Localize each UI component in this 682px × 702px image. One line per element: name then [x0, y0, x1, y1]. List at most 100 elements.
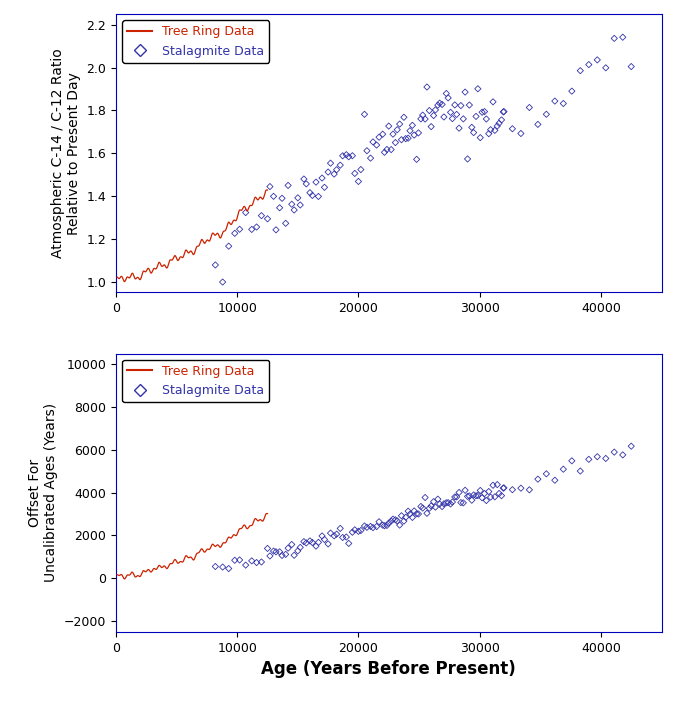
Point	[432, 494, 443, 505]
Point	[265, 550, 276, 562]
X-axis label: Age (Years Before Present): Age (Years Before Present)	[261, 660, 516, 678]
Point	[359, 109, 370, 120]
Point	[368, 522, 379, 534]
Point	[419, 114, 430, 125]
Point	[274, 546, 285, 557]
Point	[566, 455, 577, 466]
Point	[402, 505, 413, 517]
Point	[310, 541, 321, 552]
Point	[533, 119, 544, 130]
Point	[288, 550, 299, 561]
Point	[460, 86, 471, 98]
Point	[430, 105, 441, 116]
Point	[498, 482, 509, 494]
Point	[325, 527, 336, 538]
Point	[383, 121, 394, 132]
Point	[404, 508, 415, 519]
Point	[331, 529, 342, 540]
Point	[256, 557, 267, 568]
Point	[391, 515, 402, 526]
Point	[436, 501, 447, 512]
Point	[558, 98, 569, 109]
Point	[426, 121, 436, 132]
Point	[473, 83, 484, 94]
Point	[600, 62, 611, 74]
Point	[277, 550, 288, 561]
Point	[464, 100, 475, 111]
Point	[391, 124, 402, 135]
Point	[409, 129, 419, 140]
Point	[299, 536, 310, 548]
Legend: Tree Ring Data, Stalagmite Data: Tree Ring Data, Stalagmite Data	[122, 360, 269, 402]
Point	[355, 164, 366, 176]
Point	[471, 490, 481, 501]
Point	[210, 259, 221, 270]
Point	[407, 120, 418, 131]
Point	[460, 484, 471, 496]
Point	[541, 109, 552, 120]
Point	[313, 537, 324, 548]
Point	[516, 482, 527, 494]
Point	[436, 99, 447, 110]
Point	[229, 227, 240, 239]
Point	[394, 119, 405, 130]
Point	[458, 113, 469, 124]
Point	[365, 521, 376, 532]
Point	[550, 475, 561, 486]
Point	[353, 526, 364, 537]
Point	[387, 514, 398, 525]
Point	[286, 539, 297, 550]
Point	[223, 563, 234, 574]
Point	[454, 123, 464, 134]
Point	[456, 497, 466, 508]
Point	[443, 497, 454, 508]
Point	[310, 176, 321, 187]
Point	[210, 561, 221, 572]
Point	[421, 508, 432, 519]
Point	[417, 503, 428, 514]
Point	[404, 125, 415, 136]
Point	[449, 491, 460, 503]
Point	[400, 133, 411, 144]
Point	[424, 105, 435, 116]
Point	[365, 152, 376, 164]
Point	[498, 106, 509, 117]
Point	[490, 125, 501, 136]
Point	[361, 522, 372, 533]
Point	[492, 121, 503, 132]
Point	[307, 537, 318, 548]
Point	[301, 178, 312, 190]
Point	[374, 131, 385, 143]
Point	[575, 465, 586, 477]
Point	[441, 88, 451, 99]
Point	[424, 503, 435, 514]
Point	[335, 523, 346, 534]
Point	[494, 488, 505, 499]
Point	[299, 173, 310, 185]
Point	[295, 199, 306, 211]
Point	[445, 498, 456, 510]
Point	[466, 121, 477, 133]
Point	[428, 496, 439, 508]
Point	[387, 128, 398, 140]
Point	[488, 479, 499, 491]
Point	[428, 110, 439, 121]
Point	[524, 484, 535, 496]
Point	[432, 100, 443, 111]
Point	[374, 516, 385, 527]
Point	[361, 145, 372, 157]
Point	[265, 181, 276, 192]
Point	[331, 164, 342, 176]
Point	[426, 501, 436, 512]
Point	[494, 118, 505, 129]
Point	[256, 210, 267, 221]
Point	[268, 191, 279, 202]
Point	[386, 144, 397, 155]
Point	[456, 100, 466, 111]
Point	[274, 202, 285, 213]
Point	[390, 514, 401, 525]
Point	[301, 537, 312, 548]
Point	[246, 224, 257, 235]
Point	[377, 128, 388, 140]
Point	[507, 123, 518, 134]
